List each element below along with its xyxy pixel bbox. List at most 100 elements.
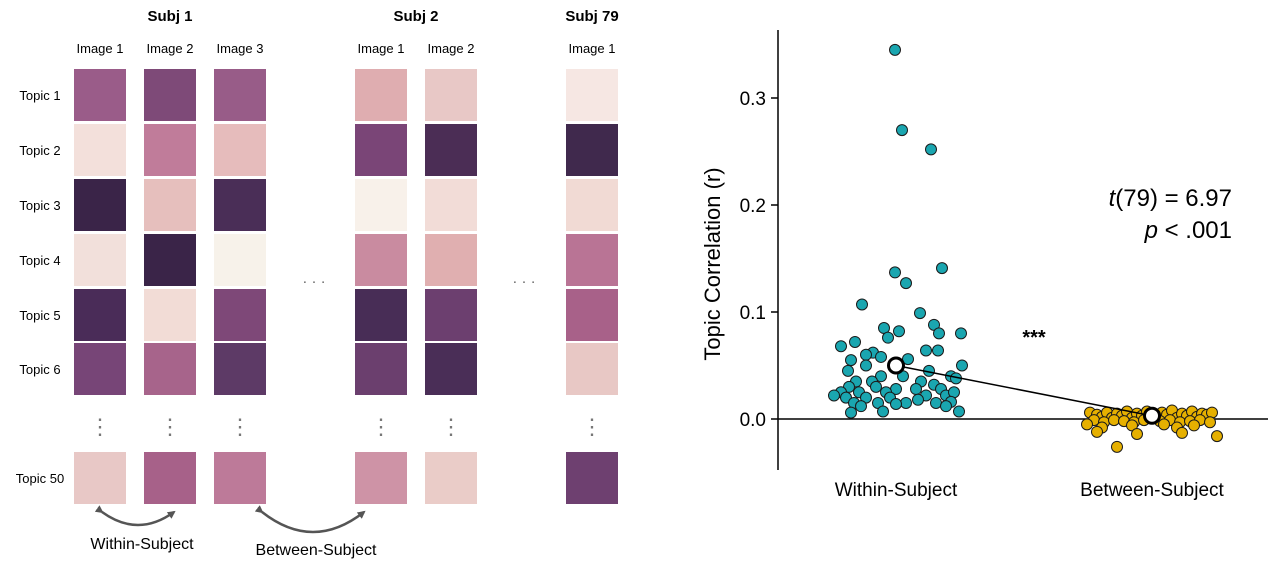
image-label: Image 2 xyxy=(147,41,194,56)
heatmap-cell xyxy=(425,179,477,231)
topic-label: Topic 50 xyxy=(16,471,64,486)
heatmap-cell xyxy=(425,289,477,341)
topic-label: Topic 6 xyxy=(19,362,60,377)
between-subject-arrow xyxy=(254,505,366,534)
mean-marker xyxy=(887,356,905,375)
heatmap-cell xyxy=(144,124,196,176)
heatmap-cell xyxy=(74,343,126,395)
x-category-label: Within-Subject xyxy=(835,480,958,501)
topic-label: Topic 1 xyxy=(19,88,60,103)
heatmap-cell xyxy=(425,69,477,121)
stat-t-line: t(79) = 6.97 xyxy=(1109,185,1232,212)
within-subject-label: Within-Subject xyxy=(90,536,194,553)
subject-title: Subj 2 xyxy=(393,8,438,25)
data-point xyxy=(889,266,901,279)
data-point xyxy=(845,354,857,367)
heatmap-cell xyxy=(566,69,618,121)
ellipsis-vertical: ⋮ xyxy=(89,414,111,439)
data-point xyxy=(1131,427,1143,440)
heatmap-cell xyxy=(425,343,477,395)
image-label: Image 1 xyxy=(358,41,405,56)
data-point xyxy=(855,400,867,413)
data-point xyxy=(896,124,908,137)
ellipsis-horizontal: · · · xyxy=(512,273,535,290)
significance-stars: *** xyxy=(1022,327,1046,349)
mean-marker xyxy=(1143,406,1161,425)
heatmap-cell xyxy=(566,289,618,341)
heatmap-cell xyxy=(214,343,266,395)
heatmap-cell xyxy=(425,234,477,286)
image-label: Image 1 xyxy=(77,41,124,56)
data-point xyxy=(920,344,932,357)
heatmap-cell xyxy=(355,234,407,286)
heatmap-cell xyxy=(566,179,618,231)
y-tick-label: 0.3 xyxy=(740,89,766,110)
stat-p-line: p < .001 xyxy=(1144,217,1232,244)
heatmap-cell xyxy=(214,234,266,286)
scatter-panel: 0.0 0.1 0.2 0.3 Topic Correlation (r) Within-… xyxy=(700,30,1268,501)
data-point xyxy=(828,389,840,402)
data-point xyxy=(900,396,912,409)
heatmap-cell xyxy=(566,343,618,395)
ellipsis-horizontal: · · · xyxy=(302,273,325,290)
data-point xyxy=(845,406,857,419)
heatmap-cell xyxy=(355,179,407,231)
heatmap-cell xyxy=(355,69,407,121)
topic-label: Topic 2 xyxy=(19,143,60,158)
image-label: Image 1 xyxy=(569,41,616,56)
heatmap-cell xyxy=(355,452,407,504)
y-tick-label: 0.0 xyxy=(740,410,766,431)
heatmap-cell xyxy=(144,179,196,231)
data-point xyxy=(900,277,912,290)
data-point xyxy=(956,359,968,372)
data-point xyxy=(930,396,942,409)
heatmap-cell xyxy=(566,124,618,176)
heatmap-cell xyxy=(74,124,126,176)
data-point xyxy=(1081,418,1093,431)
data-point xyxy=(1091,425,1103,438)
data-point xyxy=(932,344,944,357)
data-point xyxy=(910,383,922,396)
subject-title: Subj 79 xyxy=(565,8,618,25)
data-point xyxy=(912,393,924,406)
data-point xyxy=(953,405,965,418)
data-point xyxy=(940,400,952,413)
data-point xyxy=(870,380,882,393)
heatmap-cell xyxy=(74,234,126,286)
data-point xyxy=(925,143,937,156)
data-point xyxy=(877,405,889,418)
data-point xyxy=(1206,406,1218,419)
data-point xyxy=(889,43,901,56)
x-category-label: Between-Subject xyxy=(1080,480,1224,501)
ellipsis-vertical: ⋮ xyxy=(159,414,181,439)
data-point xyxy=(914,307,926,320)
heatmap-cell xyxy=(144,452,196,504)
heatmap-cell xyxy=(425,452,477,504)
data-point xyxy=(860,348,872,361)
stat-p-symbol: p xyxy=(1144,217,1158,244)
y-tick-label: 0.2 xyxy=(740,196,766,217)
topic-label: Topic 4 xyxy=(19,253,60,268)
between-subject-label: Between-Subject xyxy=(256,542,378,559)
mean-connector xyxy=(895,364,1153,417)
stat-t-value: (79) = 6.97 xyxy=(1115,185,1232,212)
heatmap-cell xyxy=(214,124,266,176)
heatmap-cell xyxy=(144,69,196,121)
data-point xyxy=(875,350,887,363)
heatmap-cell xyxy=(214,179,266,231)
heatmap-cell xyxy=(566,452,618,504)
data-point xyxy=(1176,426,1188,439)
data-point xyxy=(842,364,854,377)
data-point xyxy=(890,398,902,411)
image-label: Image 3 xyxy=(217,41,264,56)
stat-t-symbol: t xyxy=(1109,185,1117,212)
data-point xyxy=(860,359,872,372)
data-point xyxy=(835,340,847,353)
heatmap-cell xyxy=(425,124,477,176)
heatmap-cell xyxy=(214,452,266,504)
ellipsis-vertical: ⋮ xyxy=(440,414,462,439)
data-point xyxy=(856,298,868,311)
heatmap-cell xyxy=(74,69,126,121)
heatmap-cell xyxy=(144,289,196,341)
